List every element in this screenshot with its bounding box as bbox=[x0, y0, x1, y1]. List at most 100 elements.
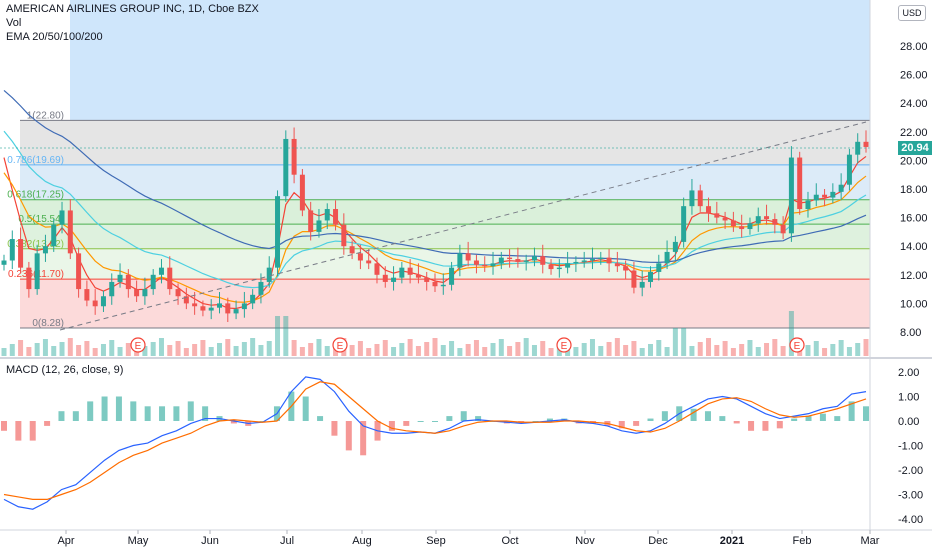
candle-body bbox=[391, 277, 397, 282]
candle-body bbox=[208, 307, 214, 311]
candle-body bbox=[374, 263, 380, 275]
candle-body bbox=[706, 206, 712, 214]
ema-label[interactable]: EMA 20/50/100/200 bbox=[6, 31, 103, 43]
volume-bar bbox=[813, 341, 819, 356]
candle-body bbox=[681, 206, 687, 242]
future-zone bbox=[70, 0, 870, 120]
volume-bar bbox=[689, 346, 695, 356]
candle-body bbox=[1, 260, 7, 265]
candle-body bbox=[714, 213, 720, 218]
macd-axis[interactable]: 2.00 1.00 0.00 -1.00 -2.00 -3.00 -4.00 bbox=[898, 367, 923, 526]
time-tick-label: 2021 bbox=[720, 535, 744, 547]
ema-lines bbox=[3, 90, 867, 310]
macd-tick-label: 2.00 bbox=[898, 367, 919, 379]
fib-zone bbox=[20, 224, 870, 249]
candle-body bbox=[739, 226, 745, 230]
volume-bar bbox=[846, 347, 852, 356]
volume-bar bbox=[606, 342, 612, 356]
macd-histogram-bar bbox=[475, 416, 482, 421]
fib-retracement[interactable]: 1(22.80) 0.786(19.69) 0.618(17.25) 0.5(15.5… bbox=[7, 110, 870, 329]
candle-body bbox=[755, 216, 761, 224]
volume-bar bbox=[316, 339, 322, 356]
volume-bar bbox=[639, 348, 645, 356]
time-tick-label: Mar bbox=[861, 535, 880, 547]
volume-bar bbox=[18, 340, 24, 356]
macd-histogram-bar bbox=[302, 396, 309, 421]
price-axis[interactable]: 28.00 26.00 24.00 22.00 20.00 18.00 16.00 14.00… bbox=[900, 41, 928, 339]
candle-body bbox=[863, 141, 869, 147]
volume-bar bbox=[523, 338, 529, 356]
macd-histogram-bar bbox=[647, 418, 654, 421]
candle-body bbox=[158, 267, 164, 275]
volume-bar bbox=[415, 346, 421, 356]
macd-histogram-bar bbox=[791, 418, 798, 421]
volume-bar bbox=[283, 316, 289, 356]
candle-body bbox=[316, 220, 322, 232]
candle-body bbox=[92, 300, 98, 307]
volume-bar bbox=[42, 339, 48, 356]
volume-bar bbox=[855, 343, 861, 356]
candle-body bbox=[134, 289, 140, 297]
candle-body bbox=[241, 303, 247, 310]
candle-body bbox=[175, 289, 181, 297]
macd-label[interactable]: MACD (12, 26, close, 9) bbox=[6, 364, 124, 376]
earnings-letter: E bbox=[794, 341, 801, 352]
macd-histogram-bar bbox=[388, 421, 395, 431]
volume-bar bbox=[150, 342, 156, 356]
candle-body bbox=[308, 210, 314, 232]
volume-bar bbox=[158, 338, 164, 356]
volume-bar bbox=[366, 348, 372, 356]
earnings-marker[interactable]: E bbox=[332, 337, 348, 353]
fib-level-label: 0.5(15.54) bbox=[18, 214, 64, 225]
candle-series bbox=[1, 127, 869, 322]
candle-body bbox=[788, 157, 794, 234]
volume-bar bbox=[391, 347, 397, 356]
candle-body bbox=[772, 219, 778, 225]
volume-bar bbox=[291, 340, 297, 356]
volume-bar bbox=[482, 347, 488, 356]
candle-body bbox=[805, 200, 811, 210]
earnings-marker[interactable]: E bbox=[556, 337, 572, 353]
macd-histogram-bar bbox=[345, 421, 352, 451]
candle-body bbox=[275, 196, 281, 268]
candle-body bbox=[813, 194, 819, 201]
volume-bar bbox=[26, 347, 32, 356]
trend-line[interactable] bbox=[59, 121, 867, 331]
symbol-title[interactable]: AMERICAN AIRLINES GROUP INC, 1D, Cboe BZ… bbox=[6, 3, 259, 15]
volume-bar bbox=[67, 338, 73, 356]
volume-label[interactable]: Vol bbox=[6, 17, 22, 29]
macd-histogram-bar bbox=[159, 406, 166, 421]
time-axis[interactable]: Apr May Jun Jul Aug Sep Oct Nov Dec 2021 Feb Mar bbox=[57, 530, 880, 547]
time-tick-label: Oct bbox=[501, 535, 518, 547]
volume-bar bbox=[473, 340, 479, 356]
earnings-marker[interactable]: E bbox=[130, 337, 146, 353]
macd-pane bbox=[1, 376, 869, 510]
candle-body bbox=[366, 260, 372, 264]
candle-body bbox=[415, 274, 421, 278]
candle-body bbox=[697, 190, 703, 207]
candle-body bbox=[664, 251, 670, 264]
volume-bar bbox=[100, 344, 106, 356]
volume-bar bbox=[838, 340, 844, 356]
time-tick-label: May bbox=[128, 535, 149, 547]
candle-body bbox=[51, 224, 57, 247]
candle-body bbox=[457, 253, 463, 268]
macd-histogram-bar bbox=[618, 421, 625, 429]
volume-bar bbox=[490, 343, 496, 356]
price-tick-label: 16.00 bbox=[900, 213, 928, 225]
macd-histogram-bar bbox=[15, 421, 22, 441]
macd-tick-label: -2.00 bbox=[898, 465, 923, 477]
candle-body bbox=[565, 263, 571, 268]
volume-bar bbox=[59, 342, 65, 356]
fib-zone bbox=[20, 120, 870, 165]
macd-tick-label: -1.00 bbox=[898, 441, 923, 453]
volume-bar bbox=[755, 347, 761, 356]
earnings-marker[interactable]: E bbox=[789, 337, 805, 353]
currency-button[interactable]: USD bbox=[898, 5, 926, 21]
candle-body bbox=[614, 263, 620, 267]
candle-body bbox=[639, 281, 645, 288]
candle-body bbox=[606, 257, 612, 264]
candle-body bbox=[473, 260, 479, 265]
